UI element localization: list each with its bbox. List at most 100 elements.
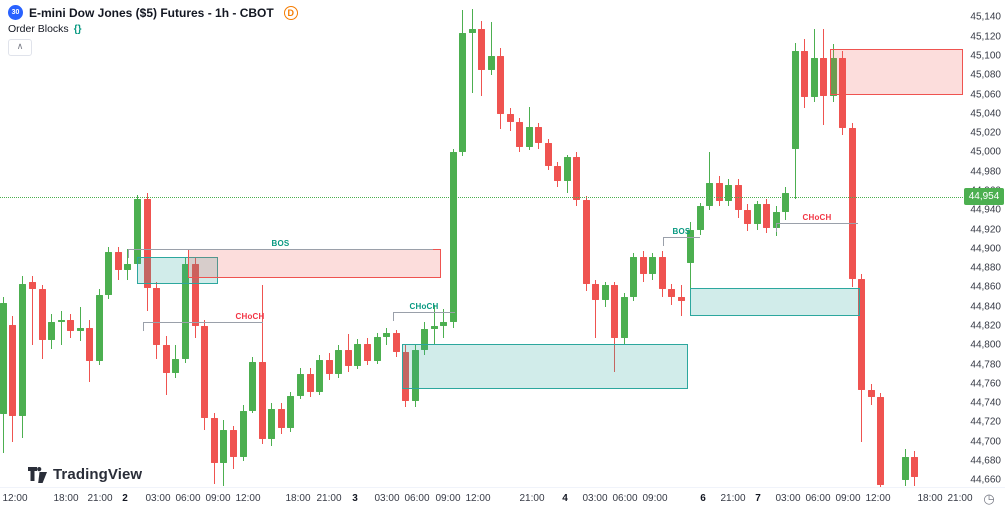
- candle[interactable]: [849, 128, 856, 279]
- candle[interactable]: [297, 374, 304, 397]
- candle[interactable]: [592, 283, 599, 300]
- candle[interactable]: [393, 332, 400, 352]
- candle[interactable]: [754, 204, 761, 224]
- candle[interactable]: [115, 251, 122, 270]
- candle[interactable]: [507, 113, 514, 123]
- candle[interactable]: [249, 361, 256, 411]
- candle[interactable]: [516, 122, 523, 147]
- candle[interactable]: [858, 278, 865, 390]
- candle[interactable]: [659, 256, 666, 290]
- candle[interactable]: [354, 344, 361, 367]
- candle[interactable]: [58, 320, 65, 323]
- candle[interactable]: [687, 229, 694, 264]
- candle[interactable]: [383, 332, 390, 337]
- candle[interactable]: [230, 430, 237, 458]
- candle[interactable]: [192, 264, 199, 326]
- candle[interactable]: [830, 57, 837, 97]
- symbol-legend-row[interactable]: 30 E-mini Dow Jones ($5) Futures - 1h - …: [8, 5, 298, 20]
- candle[interactable]: [172, 358, 179, 374]
- candle[interactable]: [744, 210, 751, 224]
- bullish-order-block[interactable]: [402, 344, 688, 389]
- candle[interactable]: [839, 57, 846, 129]
- candle[interactable]: [374, 336, 381, 361]
- candle[interactable]: [0, 302, 7, 414]
- candle[interactable]: [792, 51, 799, 149]
- candle[interactable]: [259, 361, 266, 439]
- candle[interactable]: [564, 157, 571, 182]
- candle[interactable]: [478, 28, 485, 71]
- candle[interactable]: [450, 152, 457, 323]
- candle[interactable]: [868, 389, 875, 398]
- plot-area[interactable]: BOS CHoCH CHoCH BOS CHoCH: [0, 0, 963, 496]
- candle[interactable]: [763, 204, 770, 228]
- candle[interactable]: [48, 322, 55, 341]
- candle[interactable]: [144, 198, 151, 289]
- candle[interactable]: [573, 157, 580, 200]
- legend-collapse-button[interactable]: ∧: [8, 39, 32, 56]
- candle[interactable]: [134, 198, 141, 265]
- candle[interactable]: [459, 32, 466, 153]
- clock-icon[interactable]: ◷: [983, 491, 995, 506]
- candle[interactable]: [240, 410, 247, 458]
- candle[interactable]: [640, 257, 647, 274]
- candle[interactable]: [820, 57, 827, 97]
- candle[interactable]: [412, 350, 419, 402]
- candle[interactable]: [278, 408, 285, 429]
- candle[interactable]: [220, 430, 227, 463]
- candle[interactable]: [211, 417, 218, 463]
- candle[interactable]: [316, 359, 323, 393]
- candle[interactable]: [545, 142, 552, 166]
- candle[interactable]: [782, 192, 789, 213]
- candle[interactable]: [153, 288, 160, 346]
- candle[interactable]: [911, 457, 918, 478]
- indicator-legend-row[interactable]: Order Blocks {}: [8, 23, 298, 35]
- candle[interactable]: [649, 256, 656, 274]
- candle[interactable]: [488, 55, 495, 71]
- candle[interactable]: [678, 297, 685, 301]
- candle[interactable]: [497, 55, 504, 114]
- candle[interactable]: [326, 359, 333, 375]
- candle[interactable]: [29, 281, 36, 290]
- candle[interactable]: [268, 408, 275, 439]
- candle[interactable]: [611, 285, 618, 339]
- candle[interactable]: [526, 127, 533, 147]
- candle[interactable]: [19, 283, 26, 416]
- candle[interactable]: [307, 374, 314, 393]
- indicator-title[interactable]: Order Blocks: [8, 23, 69, 35]
- candle[interactable]: [96, 295, 103, 361]
- candle[interactable]: [583, 199, 590, 284]
- symbol-title[interactable]: E-mini Dow Jones ($5) Futures - 1h - CBO…: [29, 5, 274, 20]
- candle[interactable]: [431, 325, 438, 329]
- candle[interactable]: [630, 257, 637, 297]
- bearish-order-block[interactable]: [188, 248, 441, 278]
- candle[interactable]: [668, 289, 675, 297]
- candle[interactable]: [469, 28, 476, 33]
- candle[interactable]: [716, 183, 723, 201]
- candle[interactable]: [67, 320, 74, 331]
- candle[interactable]: [201, 325, 208, 418]
- candle[interactable]: [554, 165, 561, 182]
- candle[interactable]: [877, 397, 884, 486]
- candle[interactable]: [39, 289, 46, 341]
- candle[interactable]: [602, 285, 609, 300]
- candle[interactable]: [902, 457, 909, 481]
- candle[interactable]: [725, 185, 732, 201]
- candle[interactable]: [124, 264, 131, 270]
- delayed-data-badge[interactable]: D: [283, 5, 298, 20]
- candle[interactable]: [9, 324, 16, 416]
- candle[interactable]: [287, 396, 294, 429]
- candle[interactable]: [697, 206, 704, 230]
- candle[interactable]: [773, 212, 780, 228]
- candle[interactable]: [801, 51, 808, 98]
- candle[interactable]: [105, 251, 112, 296]
- candle[interactable]: [86, 327, 93, 361]
- bullish-order-block[interactable]: [690, 288, 860, 317]
- candle[interactable]: [811, 57, 818, 98]
- candle[interactable]: [163, 345, 170, 374]
- candle[interactable]: [421, 328, 428, 351]
- tradingview-watermark[interactable]: TradingView: [28, 466, 142, 483]
- candle[interactable]: [364, 344, 371, 361]
- candle[interactable]: [535, 127, 542, 143]
- candle[interactable]: [440, 322, 447, 326]
- time-axis[interactable]: ◷ 12:00 18:00 21:00 2 03:00 06:00 09:00 12:00 18…: [0, 487, 1005, 509]
